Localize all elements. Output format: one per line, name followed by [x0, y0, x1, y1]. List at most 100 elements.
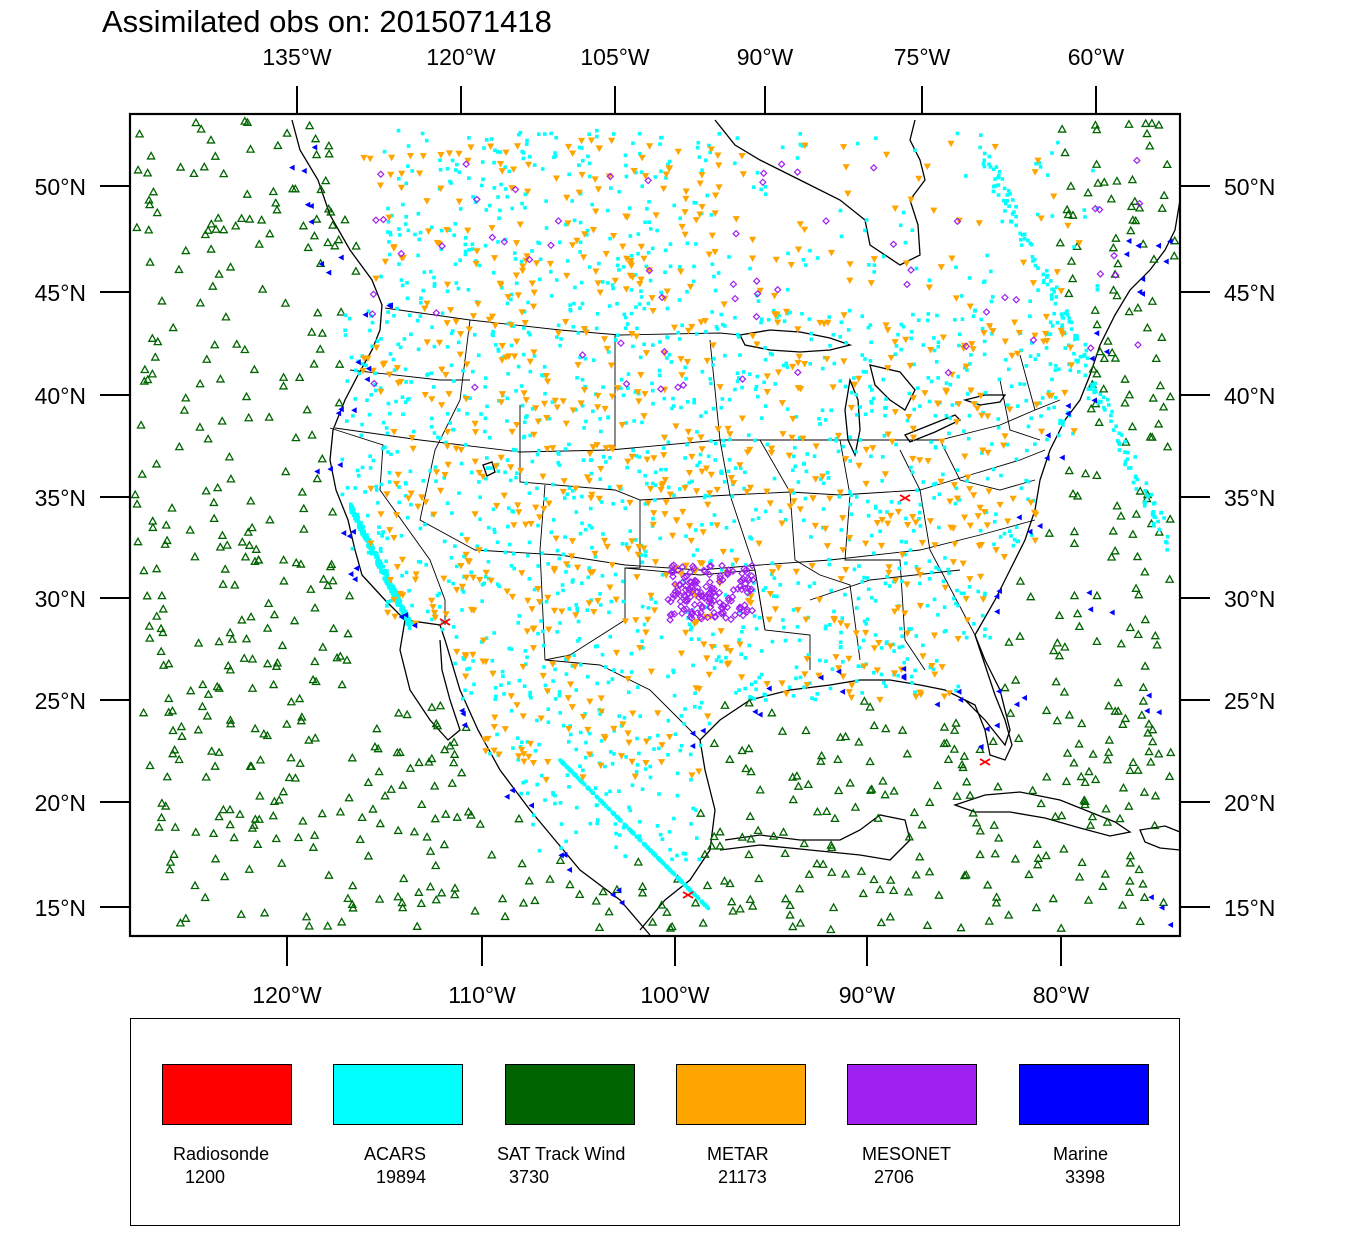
metar-marker [594, 280, 602, 287]
metar-marker [503, 588, 511, 596]
acars-marker [863, 412, 868, 417]
sat-track-wind-marker [326, 559, 337, 568]
sat-track-wind-marker [1069, 526, 1080, 536]
acars-marker [983, 391, 988, 395]
metar-marker [916, 602, 924, 610]
marine-marker [459, 707, 465, 714]
acars-marker [472, 682, 476, 687]
metar-marker [392, 480, 401, 488]
acars-marker [741, 625, 745, 630]
acars-marker [1077, 369, 1081, 374]
sat-track-wind-marker [278, 381, 289, 390]
metar-marker [705, 251, 713, 259]
sat-track-wind-marker [311, 149, 322, 159]
sat-track-wind-marker [1128, 529, 1138, 538]
acars-marker [493, 148, 497, 153]
sat-track-wind-marker [911, 870, 921, 879]
acars-marker [432, 275, 436, 280]
metar-marker [774, 319, 782, 327]
right-tick-label: 40°N [1224, 383, 1276, 409]
acars-marker [894, 442, 898, 447]
acars-marker [416, 559, 421, 564]
acars-marker [382, 569, 387, 573]
metar-marker [643, 456, 651, 464]
sat-track-wind-marker [324, 870, 334, 879]
acars-marker [668, 868, 672, 872]
marine-marker [757, 711, 763, 718]
acars-marker [1029, 416, 1034, 421]
acars-marker [463, 688, 467, 693]
acars-marker [646, 301, 651, 306]
sat-track-wind-marker [334, 397, 344, 407]
right-tick-label: 20°N [1224, 790, 1276, 816]
acars-marker [574, 408, 578, 412]
acars-marker [918, 510, 922, 515]
sat-track-wind-marker [961, 776, 972, 786]
metar-marker [432, 469, 441, 476]
sat-track-wind-marker [1069, 538, 1080, 548]
sat-track-wind-marker [720, 700, 730, 709]
acars-marker [595, 795, 600, 800]
acars-marker [530, 407, 535, 411]
acars-marker [1075, 334, 1079, 338]
acars-marker [980, 326, 985, 331]
metar-marker [577, 137, 586, 145]
acars-marker [637, 302, 642, 306]
metar-marker [840, 358, 848, 365]
acars-marker [429, 416, 434, 421]
marine-marker [352, 576, 358, 583]
metar-marker [428, 597, 436, 605]
acars-marker [748, 695, 752, 699]
acars-marker [1075, 336, 1079, 341]
acars-marker [864, 622, 868, 626]
metar-marker [578, 171, 586, 179]
acars-marker [568, 732, 573, 737]
acars-marker [830, 667, 835, 671]
acars-marker [962, 591, 966, 596]
acars-marker [996, 183, 1001, 187]
marine-marker [346, 533, 353, 540]
sat-track-wind-marker [323, 580, 333, 590]
acars-marker [896, 332, 900, 337]
sat-track-wind-marker [158, 660, 169, 669]
acars-marker [435, 593, 440, 598]
mesonet-marker [696, 613, 705, 622]
sat-track-wind-marker [290, 773, 301, 782]
acars-marker [827, 623, 832, 627]
acars-marker [401, 606, 405, 611]
metar-marker [785, 452, 793, 460]
acars-marker [428, 468, 433, 473]
sat-track-wind-marker [1005, 708, 1016, 717]
acars-marker [372, 551, 377, 556]
metar-marker [885, 569, 893, 577]
acars-marker [719, 659, 723, 664]
acars-marker [579, 663, 583, 667]
acars-marker [1048, 332, 1053, 336]
acars-marker [912, 407, 917, 412]
sat-track-wind-marker [225, 804, 235, 814]
metar-marker [905, 413, 913, 421]
mesonet-marker [698, 602, 707, 611]
metar-marker [1037, 428, 1046, 436]
sat-track-wind-marker [902, 748, 913, 758]
acars-marker [884, 641, 889, 646]
metar-marker [518, 746, 526, 754]
sat-track-wind-marker [1062, 204, 1072, 214]
acars-marker [763, 357, 768, 362]
acars-marker [904, 540, 908, 544]
acars-marker [677, 298, 682, 302]
sat-track-wind-marker [218, 579, 228, 588]
acars-marker [570, 580, 575, 584]
acars-marker [637, 469, 642, 474]
acars-marker [1024, 478, 1029, 483]
marine-marker [335, 410, 342, 417]
sat-track-wind-marker [1083, 187, 1093, 197]
sat-track-wind-marker [214, 747, 224, 756]
acars-marker [500, 669, 505, 674]
acars-marker [997, 173, 1001, 178]
metar-marker [493, 502, 501, 510]
acars-marker [821, 525, 825, 530]
acars-marker [598, 417, 602, 421]
metar-marker [738, 674, 746, 681]
metar-marker [574, 361, 582, 369]
